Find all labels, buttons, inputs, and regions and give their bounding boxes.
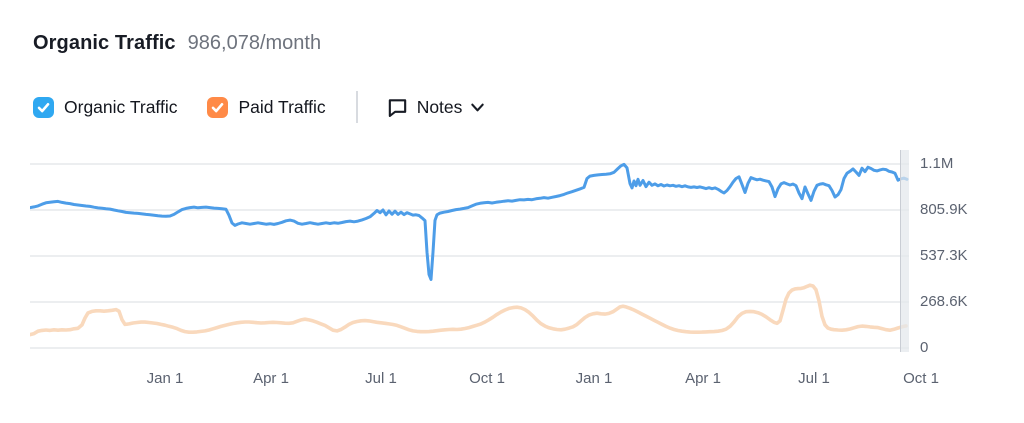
checkmark-icon [37, 102, 50, 112]
y-tick-label: 0 [920, 339, 929, 356]
paid-traffic-checkbox[interactable] [207, 96, 229, 118]
legend-label-paid: Paid Traffic [238, 96, 326, 117]
x-axis: Jan 1 Apr 1 Jul 1 Oct 1 Jan 1 Apr 1 Jul … [30, 370, 950, 390]
y-tick-label: 537.3K [920, 247, 968, 264]
notes-label: Notes [416, 96, 463, 117]
page-title: Organic Traffic [33, 32, 176, 54]
x-tick-label: Jul 1 [798, 370, 830, 387]
x-tick-label: Jan 1 [575, 370, 613, 387]
y-tick-label: 805.9K [920, 201, 968, 218]
legend-notes-divider [355, 91, 358, 123]
legend-item-paid-traffic[interactable]: Paid Traffic [207, 96, 326, 118]
notes-dropdown-button[interactable]: Notes [386, 96, 486, 119]
x-tick-label: Apr 1 [685, 370, 721, 387]
x-tick-label: Oct 1 [903, 370, 939, 387]
traffic-total-value: 986,078/month [187, 32, 322, 54]
traffic-chart-svg[interactable] [28, 150, 912, 352]
chart-toolbar: Organic Traffic Paid Traffic Notes [33, 91, 486, 123]
x-tick-label: Apr 1 [253, 370, 289, 387]
y-axis: 1.1M 805.9K 537.3K 268.6K 0 [920, 150, 1000, 356]
widget-header: Organic Traffic 986,078/month [33, 32, 321, 55]
chevron-down-icon [471, 103, 485, 111]
y-tick-label: 268.6K [920, 293, 968, 310]
y-tick-label: 1.1M [920, 155, 954, 172]
checkmark-icon [212, 102, 224, 112]
organic-traffic-checkbox[interactable] [33, 96, 54, 118]
legend-item-organic-traffic[interactable]: Organic Traffic [33, 96, 178, 118]
x-tick-label: Jul 1 [365, 370, 397, 387]
x-tick-label: Oct 1 [469, 370, 505, 387]
legend-label-organic: Organic Traffic [64, 96, 178, 117]
note-bubble-icon [388, 98, 406, 117]
x-tick-label: Jan 1 [146, 370, 184, 387]
traffic-trend-chart[interactable] [28, 150, 912, 352]
